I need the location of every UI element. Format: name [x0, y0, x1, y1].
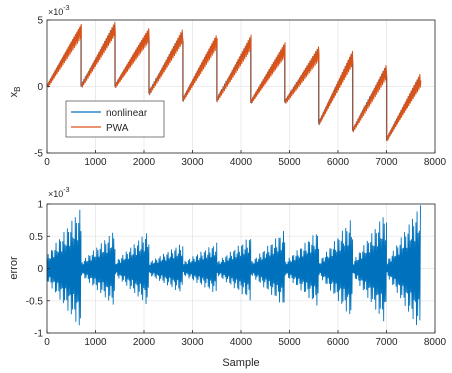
series-group-bottom	[46, 205, 421, 326]
x-tick-label: 0	[44, 337, 50, 348]
exponent-top: ×10-3	[48, 5, 70, 17]
y-ticks-top: -5 0 5	[34, 16, 50, 160]
x-tick-label: 4000	[230, 157, 253, 168]
y-tick-label: -0.5	[26, 296, 44, 307]
x-tick-label: 4000	[230, 337, 253, 348]
y-tick-label: 0	[37, 82, 43, 93]
x-tick-label: 1000	[84, 337, 107, 348]
x-tick-label: 3000	[181, 157, 204, 168]
x-tick-label: 6000	[327, 337, 350, 348]
x-tick-label: 1000	[84, 157, 107, 168]
x-tick-label: 3000	[181, 337, 204, 348]
x-tick-label: 8000	[424, 337, 447, 348]
series-line-error	[46, 205, 421, 326]
subplot-xb: 0 1000 2000 3000 4000 5000 6000 7000 8000 -505 ×…	[8, 5, 447, 168]
xlabel-bottom: Sample	[222, 357, 259, 369]
x-tick-label: 7000	[375, 337, 398, 348]
legend-label-nonlinear: nonlinear	[106, 108, 148, 119]
x-tick-label: 8000	[424, 157, 447, 168]
y-tick-label: -5	[34, 149, 43, 160]
ylabel-top: xB	[8, 87, 22, 98]
x-ticks-top: 0 1000 2000 3000 4000 5000 6000 7000 8000	[44, 150, 447, 168]
x-tick-label: 2000	[133, 157, 156, 168]
y-tick-label: 0.5	[29, 232, 43, 243]
ylabel-bottom: error	[8, 256, 20, 280]
legend-label-pwa: PWA	[106, 123, 129, 134]
y-tick-label: 0	[37, 264, 43, 275]
series-line-pwa	[46, 21, 422, 142]
x-tick-label: 6000	[327, 157, 350, 168]
x-tick-label: 2000	[133, 337, 156, 348]
legend: nonlinear PWA	[65, 100, 165, 138]
y-tick-label: 5	[37, 16, 43, 27]
y-tick-label: 1	[37, 200, 43, 211]
series-group-top	[46, 21, 422, 142]
x-tick-label: 5000	[278, 337, 301, 348]
y-ticks-bottom: -1 -0.5 0 0.5 1	[26, 200, 50, 340]
x-tick-label: 5000	[278, 157, 301, 168]
exponent-bottom: ×10-3	[48, 187, 70, 199]
subplot-error: 0 1000 2000 3000 4000 5000 6000 7000 8000 -1 -0.5…	[8, 187, 447, 369]
legend-box	[65, 100, 165, 138]
y-tick-label: -1	[34, 329, 43, 340]
x-tick-label: 7000	[375, 157, 398, 168]
x-tick-label: 0	[44, 157, 50, 168]
x-ticks-bottom: 0 1000 2000 3000 4000 5000 6000 7000 8000	[44, 330, 447, 348]
